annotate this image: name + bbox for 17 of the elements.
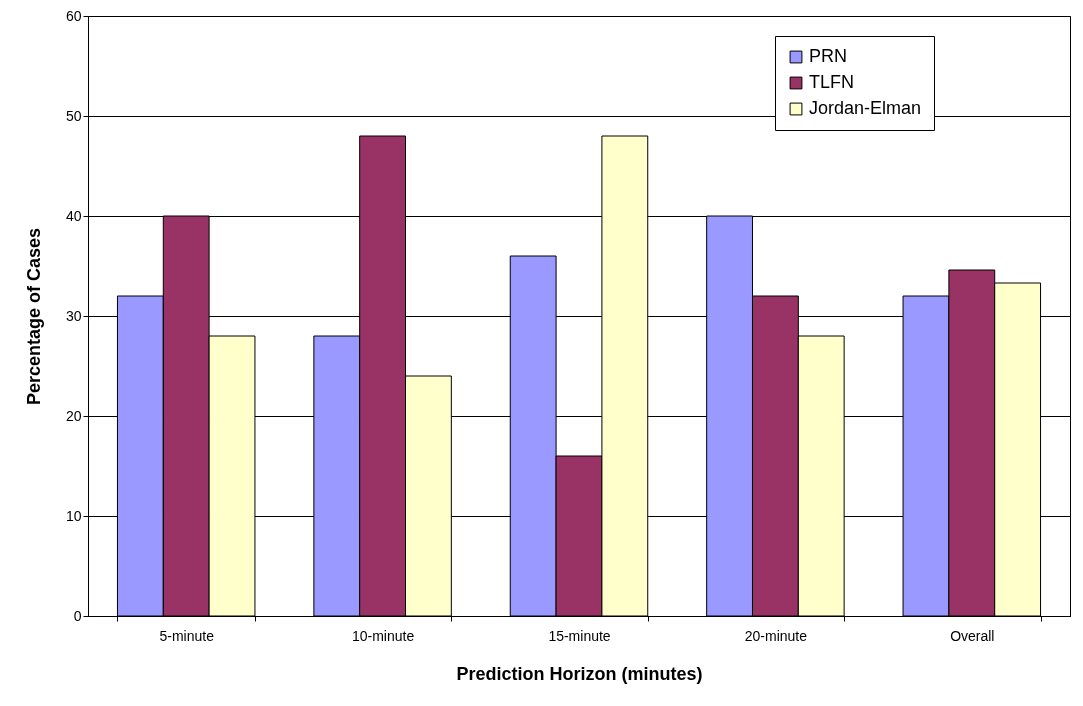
y-tick-label: 50 — [65, 107, 82, 124]
x-tick-label: Overall — [950, 627, 995, 644]
x-tick-label: 10-minute — [351, 627, 415, 644]
x-axis-title: Prediction Horizon (minutes) — [456, 663, 703, 684]
x-tick-label: 15-minute — [548, 627, 611, 644]
y-tick-label: 0 — [73, 607, 82, 624]
y-tick-label: 10 — [65, 507, 82, 524]
x-tick-label: 20-minute — [744, 627, 808, 644]
legend-label: PRN — [809, 46, 848, 66]
y-tick-label: 20 — [65, 407, 82, 424]
legend-label: TLFN — [809, 72, 854, 92]
y-tick-label: 40 — [65, 207, 82, 224]
y-tick-label: 60 — [65, 7, 82, 24]
legend-label: Jordan-Elman — [809, 98, 922, 118]
y-tick-label: 30 — [65, 307, 82, 324]
y-axis-title: Percentage of Cases — [23, 227, 44, 406]
x-tick-label: 5-minute — [159, 627, 215, 644]
